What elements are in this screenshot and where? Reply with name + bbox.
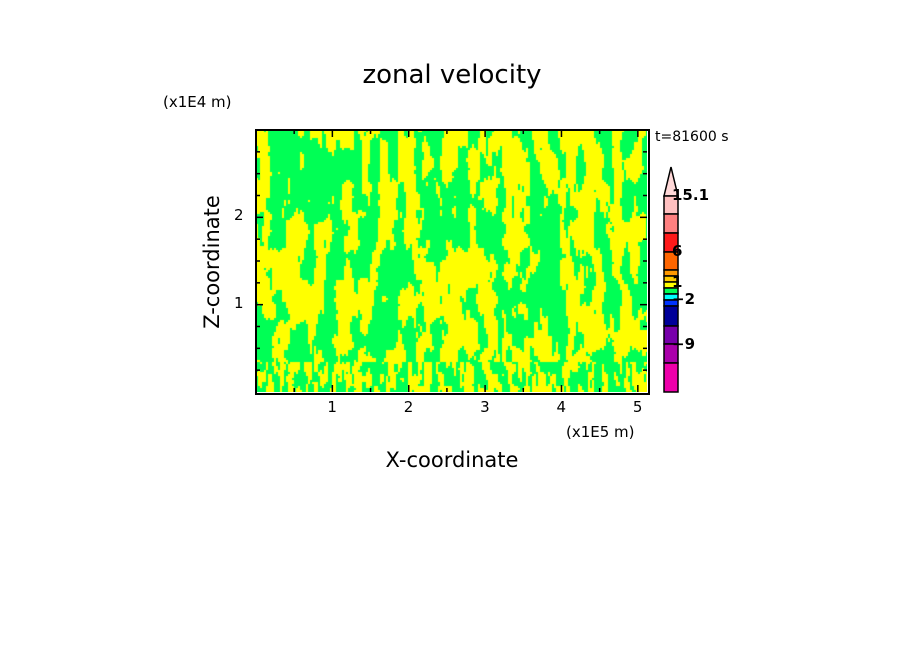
x-tick-label: 4 [556,398,567,416]
contour-plot-area [256,130,647,392]
colorbar [663,166,679,393]
colorbar-label: −9 [672,335,696,353]
colorbar-swatch [663,362,679,393]
colorbar-swatch [663,213,679,234]
colorbar-label: 15.1 [672,186,710,204]
x-axis-unit: (x1E5 m) [566,423,635,441]
x-tick-label: 5 [632,398,643,416]
y-axis-label: Z-coordinate [200,195,224,329]
y-tick-label: 1 [234,293,244,312]
y-tick-label: 2 [234,206,244,225]
x-tick-label: 3 [480,398,490,416]
colorbar-label: 6 [672,242,683,260]
chart-title: zonal velocity [362,60,542,90]
x-tick-label: 1 [327,398,337,416]
x-axis-label-wrap: X-coordinate [0,448,904,472]
y-axis-unit: (x1E4 m) [163,93,232,111]
time-label: t=81600 s [655,129,729,145]
x-axis-label: X-coordinate [385,448,519,472]
colorbar-swatch [663,305,679,327]
colorbar-label: 1 [672,273,683,291]
x-tick-label: 2 [403,398,414,416]
velocity-field [256,130,647,392]
colorbar-label: −2 [672,290,696,308]
